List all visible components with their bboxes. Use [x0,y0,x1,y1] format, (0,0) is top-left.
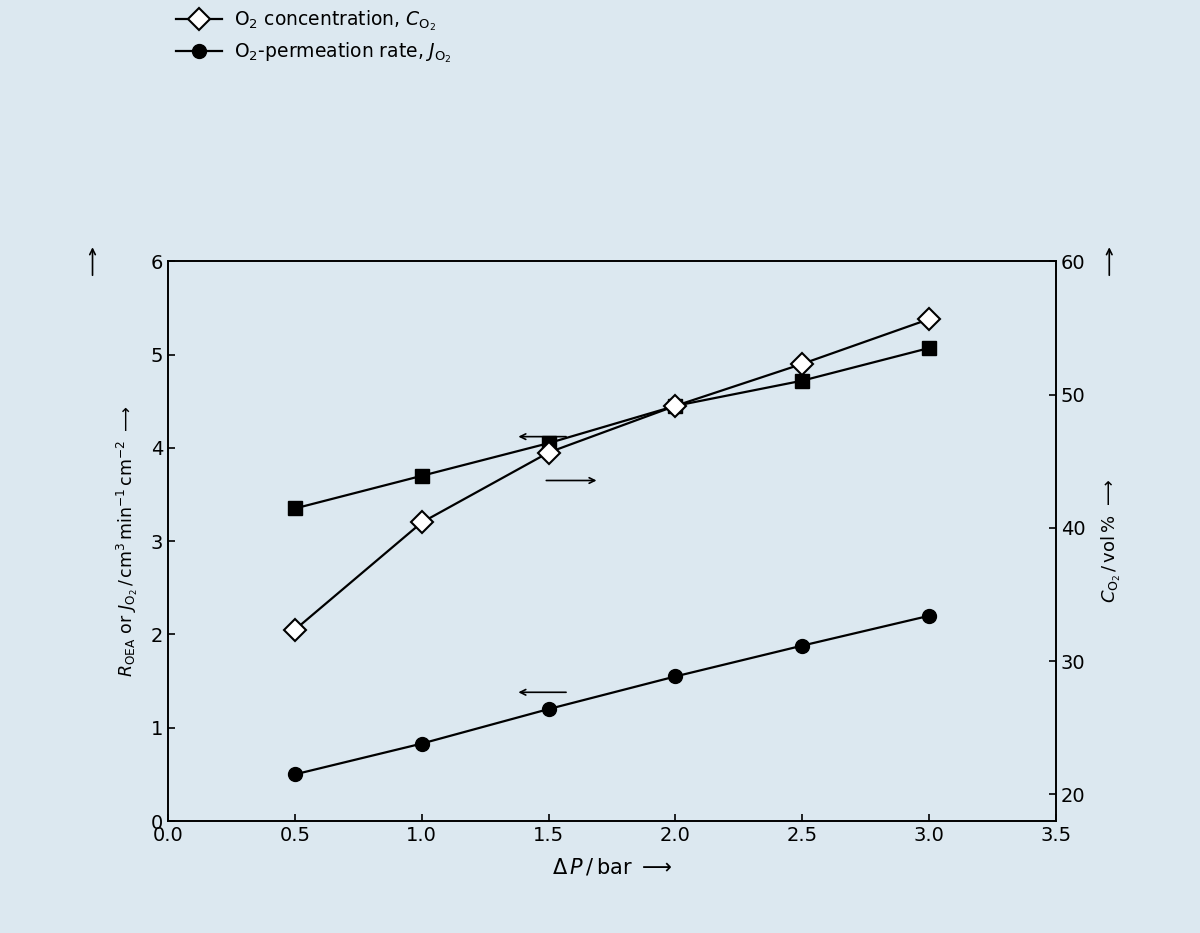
Legend: production rate of $\mathrm{O_2}$-enriched air, $\mathit{R}_\mathrm{OEA}$, $\mat: production rate of $\mathrm{O_2}$-enrich… [168,0,613,73]
X-axis label: $\Delta\,P\,/\,\mathrm{bar}\ \longrightarrow$: $\Delta\,P\,/\,\mathrm{bar}\ \longrighta… [552,856,672,877]
Y-axis label: $C_{\mathrm{O_2}}\,/\,\mathrm{vol\,\%}\ \longrightarrow$: $C_{\mathrm{O_2}}\,/\,\mathrm{vol\,\%}\ … [1099,480,1123,603]
Y-axis label: $R_\mathrm{OEA}\ \mathrm{or}\ J_{\mathrm{O_2}}\,/\,\mathrm{cm^3\,min^{-1}\,cm^{-: $R_\mathrm{OEA}\ \mathrm{or}\ J_{\mathrm… [114,405,139,677]
